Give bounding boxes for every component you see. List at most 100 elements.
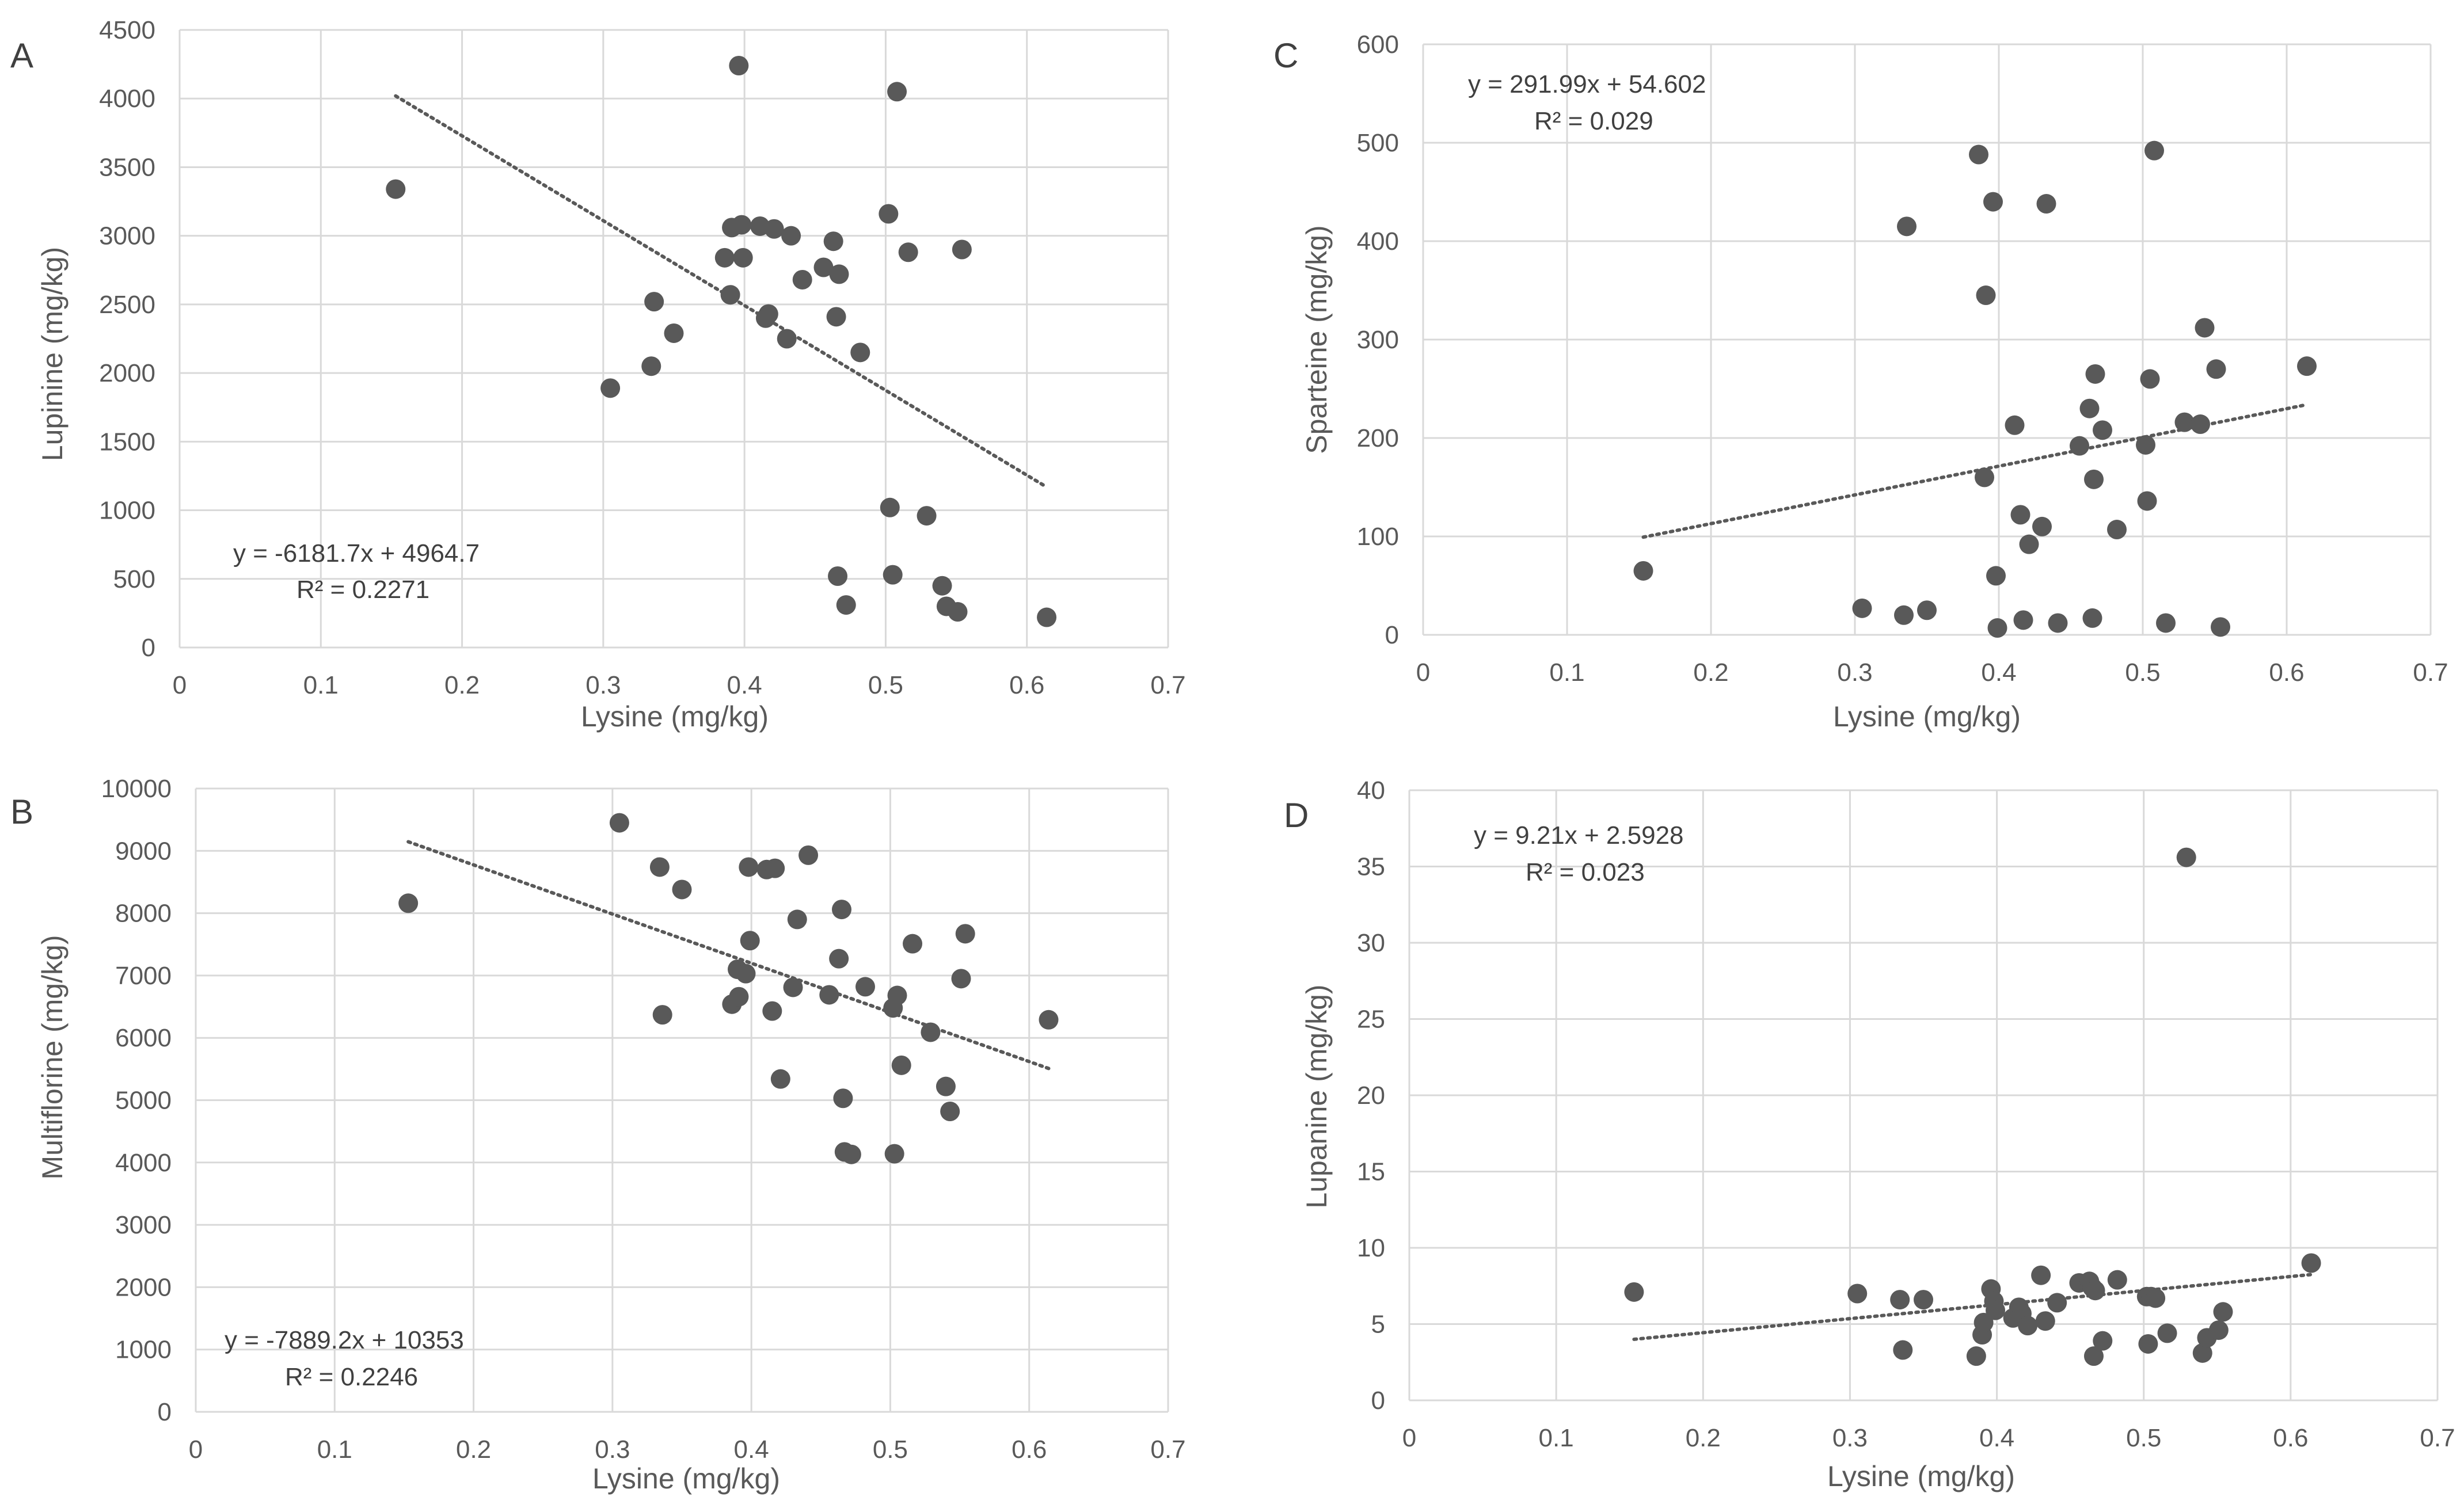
panel-c-x-tick-label: 0.2 xyxy=(1693,658,1728,687)
panel-b-r-squared: R² = 0.2246 xyxy=(285,1363,418,1391)
panel-d-chart: D 0 5 10 15 20 25 30 35 40 0 0.1 0.2 0.3 0.4 0.5 0.6 0.… xyxy=(1284,776,2455,1492)
panel-a-data-point xyxy=(898,242,918,262)
panel-c-data-point xyxy=(1897,216,1917,237)
panel-b-data-point xyxy=(936,1076,956,1096)
panel-c-data-point xyxy=(2085,364,2105,384)
panel-b-gridlines xyxy=(195,787,1169,1413)
panel-c-data-point xyxy=(2019,534,2039,554)
panel-c-data-point xyxy=(2084,469,2104,489)
panel-c-data-point xyxy=(2195,318,2215,338)
panel-b-x-tick-label: 0.3 xyxy=(595,1435,630,1464)
panel-a-data-point xyxy=(917,506,937,526)
panel-d-x-tick-label: 0 xyxy=(1402,1424,1416,1452)
panel-b-chart: B 0 1000 2000 3000 4000 5000 6000 7000 8000 9000 1… xyxy=(10,775,1186,1495)
panel-d-trendline xyxy=(1632,1273,2313,1341)
panel-c-data-point xyxy=(2297,356,2317,376)
panel-d-gridlines xyxy=(1408,789,2439,1401)
panel-d-x-tick-label: 0.2 xyxy=(1686,1424,1721,1452)
panel-a-data-point xyxy=(887,82,907,102)
panel-b-data-point xyxy=(765,858,785,878)
panel-d-data-point xyxy=(2208,1320,2229,1340)
panel-b-data-point xyxy=(739,857,759,877)
panel-a-data-point xyxy=(641,356,661,376)
panel-a-x-tick-label: 0.2 xyxy=(444,671,480,699)
panel-c-x-axis-title: Lysine (mg/kg) xyxy=(1833,700,2021,733)
panel-d-data-point xyxy=(1986,1300,2006,1320)
panel-c-data-point xyxy=(2136,435,2155,455)
panel-c-data-point xyxy=(2144,140,2164,161)
panel-a-data-point xyxy=(826,307,846,327)
panel-b-y-tick-label: 5000 xyxy=(115,1087,172,1115)
panel-d-data-point xyxy=(2146,1288,2166,1308)
panel-b-data-point xyxy=(740,931,760,951)
panel-b-data-point xyxy=(398,893,419,913)
panel-a-x-tick-label: 0 xyxy=(173,671,187,699)
panel-b-x-tick-label: 0.1 xyxy=(317,1435,352,1464)
panel-c-data-point xyxy=(2191,414,2210,435)
panel-d-equation: y = 9.21x + 2.5928 xyxy=(1474,821,1684,850)
panel-c-data-point xyxy=(2140,369,2160,389)
panel-c-x-tick-label: 0.7 xyxy=(2413,658,2448,687)
panel-letter-b: B xyxy=(10,793,33,831)
panel-b-trendline xyxy=(406,840,1051,1071)
panel-c-data-point xyxy=(2010,505,2030,525)
panel-b-data-point xyxy=(855,977,875,997)
panel-b-data-point xyxy=(841,1144,861,1164)
panel-c-data-point xyxy=(1917,600,1937,620)
panel-b-data-point xyxy=(829,949,849,969)
panel-b-data-point xyxy=(652,1005,672,1025)
panel-c-data-point xyxy=(2174,412,2195,432)
panel-a-data-point xyxy=(664,323,684,343)
panel-c-x-tick-labels: 0 0.1 0.2 0.3 0.4 0.5 0.6 0.7 xyxy=(1416,658,2448,687)
panel-d-data-point xyxy=(2018,1316,2038,1336)
panel-a-y-tick-label: 1000 xyxy=(99,497,155,525)
panel-c-data-point xyxy=(2013,610,2033,630)
panel-b-data-point xyxy=(783,977,803,997)
panel-b-x-axis-title: Lysine (mg/kg) xyxy=(592,1463,780,1495)
panel-b-y-tick-label: 6000 xyxy=(115,1024,172,1052)
panel-d-x-tick-label: 0.7 xyxy=(2420,1424,2455,1452)
panel-b-data-point xyxy=(891,1055,911,1075)
panel-a-data-point xyxy=(758,304,778,324)
panel-a-y-axis-title: Lupinine (mg/kg) xyxy=(36,247,69,461)
panel-b-data-point xyxy=(672,879,692,900)
panel-a-x-tick-label: 0.6 xyxy=(1009,671,1044,699)
panel-b-data-point xyxy=(831,900,851,920)
panel-b-x-tick-label: 0.6 xyxy=(1012,1435,1047,1464)
panel-c-gridlines xyxy=(1422,43,2432,636)
panel-d-data-point xyxy=(2176,847,2196,867)
panel-d-data-point xyxy=(1624,1282,1644,1302)
panel-b-y-tick-label: 1000 xyxy=(115,1336,172,1364)
panel-b-data-point xyxy=(609,813,629,833)
panel-a-y-tick-label: 3500 xyxy=(99,153,155,181)
panel-b-x-tick-label: 0.4 xyxy=(734,1435,769,1464)
panel-a-y-tick-label: 2500 xyxy=(99,291,155,319)
panel-a-x-tick-label: 0.3 xyxy=(585,671,621,699)
panel-a-data-point xyxy=(777,329,797,349)
panel-c-data-point xyxy=(2048,613,2068,633)
panel-d-data-point xyxy=(2093,1331,2113,1351)
panel-c-data-point xyxy=(1983,192,2003,212)
panel-d-y-tick-label: 0 xyxy=(1371,1387,1385,1415)
panel-d-data-point xyxy=(1890,1290,1910,1310)
panel-b-x-tick-label: 0 xyxy=(189,1435,203,1464)
panel-a-data-point xyxy=(720,285,740,305)
panel-c-data-point xyxy=(2107,520,2127,540)
panel-c-data-point xyxy=(1969,144,1988,165)
panel-c-data-point xyxy=(1975,467,1994,488)
panel-c-data-point xyxy=(1976,285,1996,306)
panel-letter-d: D xyxy=(1284,796,1309,835)
panel-c-data-point xyxy=(2206,359,2226,379)
panel-a-data-point xyxy=(764,219,784,239)
panel-b-data-point xyxy=(736,963,756,984)
panel-a-gridlines xyxy=(178,29,1169,649)
panel-c-trendline xyxy=(1641,403,2309,539)
panel-d-data-point xyxy=(2213,1302,2233,1322)
panel-d-data-point xyxy=(1914,1290,1933,1310)
panel-c-y-tick-label: 600 xyxy=(1357,31,1399,59)
panel-b-data-point xyxy=(787,909,807,930)
panel-a-y-tick-label: 4000 xyxy=(99,85,155,113)
panel-b-x-tick-labels: 0 0.1 0.2 0.3 0.4 0.5 0.6 0.7 xyxy=(189,1435,1186,1464)
panel-a-data-point xyxy=(850,342,870,363)
panel-a-r-squared: R² = 0.2271 xyxy=(296,576,429,604)
